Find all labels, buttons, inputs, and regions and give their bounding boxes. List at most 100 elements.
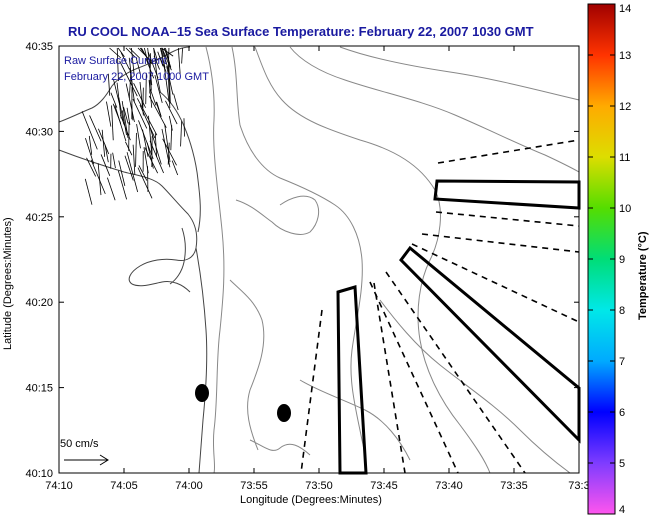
current-vector [153, 47, 158, 61]
station-marker [277, 404, 291, 422]
scale-arrow-head [99, 454, 109, 466]
current-vector [88, 135, 93, 155]
current-vector [85, 137, 95, 165]
coastline-inlet [169, 227, 186, 285]
current-vector [133, 83, 146, 108]
current-vector [161, 47, 174, 57]
current-vector [154, 133, 158, 158]
radial-line [385, 271, 526, 474]
overlay-current-date: February 22, 2007 1000 GMT [64, 71, 209, 83]
radial-line [300, 309, 323, 474]
x-tick-label: 74:10 [45, 480, 73, 492]
current-vector [168, 76, 171, 109]
x-tick-label: 73:35 [500, 480, 528, 492]
current-vector [106, 101, 112, 127]
radial-line [369, 281, 459, 474]
current-vector [132, 98, 148, 129]
current-vector [163, 47, 172, 68]
current-vector [168, 115, 173, 131]
x-tick-label: 73:40 [435, 480, 463, 492]
y-tick-label: 40:25 [25, 212, 53, 224]
current-vector [106, 177, 116, 201]
scale-arrow [64, 454, 109, 466]
current-vector [171, 160, 179, 176]
y-tick-label: 40:15 [25, 383, 53, 395]
current-vector [148, 80, 153, 108]
current-vector [135, 132, 137, 167]
colorbar-tick-label: 12 [619, 101, 631, 113]
current-vector [112, 152, 116, 169]
current-vector [116, 47, 119, 82]
current-vector [120, 52, 130, 70]
x-tick-label: 74:00 [175, 480, 203, 492]
current-vector [121, 101, 129, 138]
colorbar-tick-label: 9 [619, 254, 625, 266]
current-vector [90, 159, 106, 195]
bathymetry-contour [289, 46, 580, 173]
colorbar-tick-label: 6 [619, 407, 625, 419]
current-vector [131, 103, 134, 121]
colorbar-label: Temperature (°C) [637, 231, 649, 320]
current-vector [126, 107, 131, 125]
current-vector [159, 56, 167, 72]
y-axis-label: Latitude (Degrees:Minutes) [2, 217, 14, 350]
current-vector [116, 82, 122, 119]
current-vector [138, 120, 154, 160]
current-vector [139, 81, 144, 116]
y-tick-label: 40:20 [25, 297, 53, 309]
current-vector [125, 47, 136, 58]
current-vector [114, 105, 127, 142]
map-panel: Raw Surface Current February 22, 2007 10… [58, 45, 581, 475]
current-vector [138, 165, 148, 181]
current-vectors [81, 47, 185, 205]
colorbar-tick-label: 11 [619, 152, 630, 164]
overlay-current-label: Raw Surface Current [64, 55, 167, 67]
x-axis: 74:10 74:05 74:00 73:55 73:50 73:45 73:40 73:35… [45, 46, 590, 492]
bathymetry-contour [229, 279, 265, 451]
colorbar-tick-label: 14 [619, 3, 631, 15]
current-vector [139, 104, 156, 139]
current-vector [125, 83, 135, 123]
radial-line [421, 233, 580, 253]
current-vector [100, 154, 111, 176]
coastline-sandy-hook [159, 91, 201, 233]
current-vector [111, 105, 114, 141]
bathymetry-contour [254, 46, 491, 474]
colorbar-tick-label: 10 [619, 203, 631, 215]
current-vector [170, 125, 173, 151]
current-vector [181, 47, 183, 64]
bathymetry-contour [379, 299, 571, 474]
bathymetry-contour [339, 46, 580, 101]
current-vector [89, 115, 102, 142]
x-axis-label: Longitude (Degrees:Minutes) [240, 494, 382, 506]
colorbar-tick-label: 7 [619, 356, 625, 368]
colorbar-tick-label: 4 [619, 504, 625, 516]
current-vector [147, 51, 159, 79]
bathymetry-contour [299, 379, 411, 461]
bathymetry-contour [205, 46, 225, 474]
current-vector [139, 47, 153, 65]
current-vector [137, 167, 153, 199]
current-vector [168, 62, 171, 104]
current-vector [119, 60, 138, 97]
current-vector [149, 88, 157, 106]
current-vector [148, 95, 167, 128]
current-vector [117, 170, 128, 200]
colorbar-ticks: 14 13 12 11 10 9 8 7 6 5 4 [588, 3, 631, 516]
current-vector [135, 57, 141, 74]
radial-line [435, 211, 580, 227]
current-vector [123, 107, 129, 124]
radial-survey-lines [300, 139, 580, 474]
y-tick-label: 40:35 [25, 41, 53, 53]
current-vector [177, 47, 181, 74]
colorbar-tick-label: 8 [619, 305, 625, 317]
current-vector [104, 144, 109, 163]
current-vector [118, 160, 126, 186]
current-vector [180, 121, 183, 147]
bathymetry-contour [249, 439, 311, 456]
coastline-nj-shore [195, 247, 208, 474]
current-vector [110, 92, 118, 108]
current-vector [112, 78, 121, 105]
bathymetry-contour [231, 46, 367, 474]
